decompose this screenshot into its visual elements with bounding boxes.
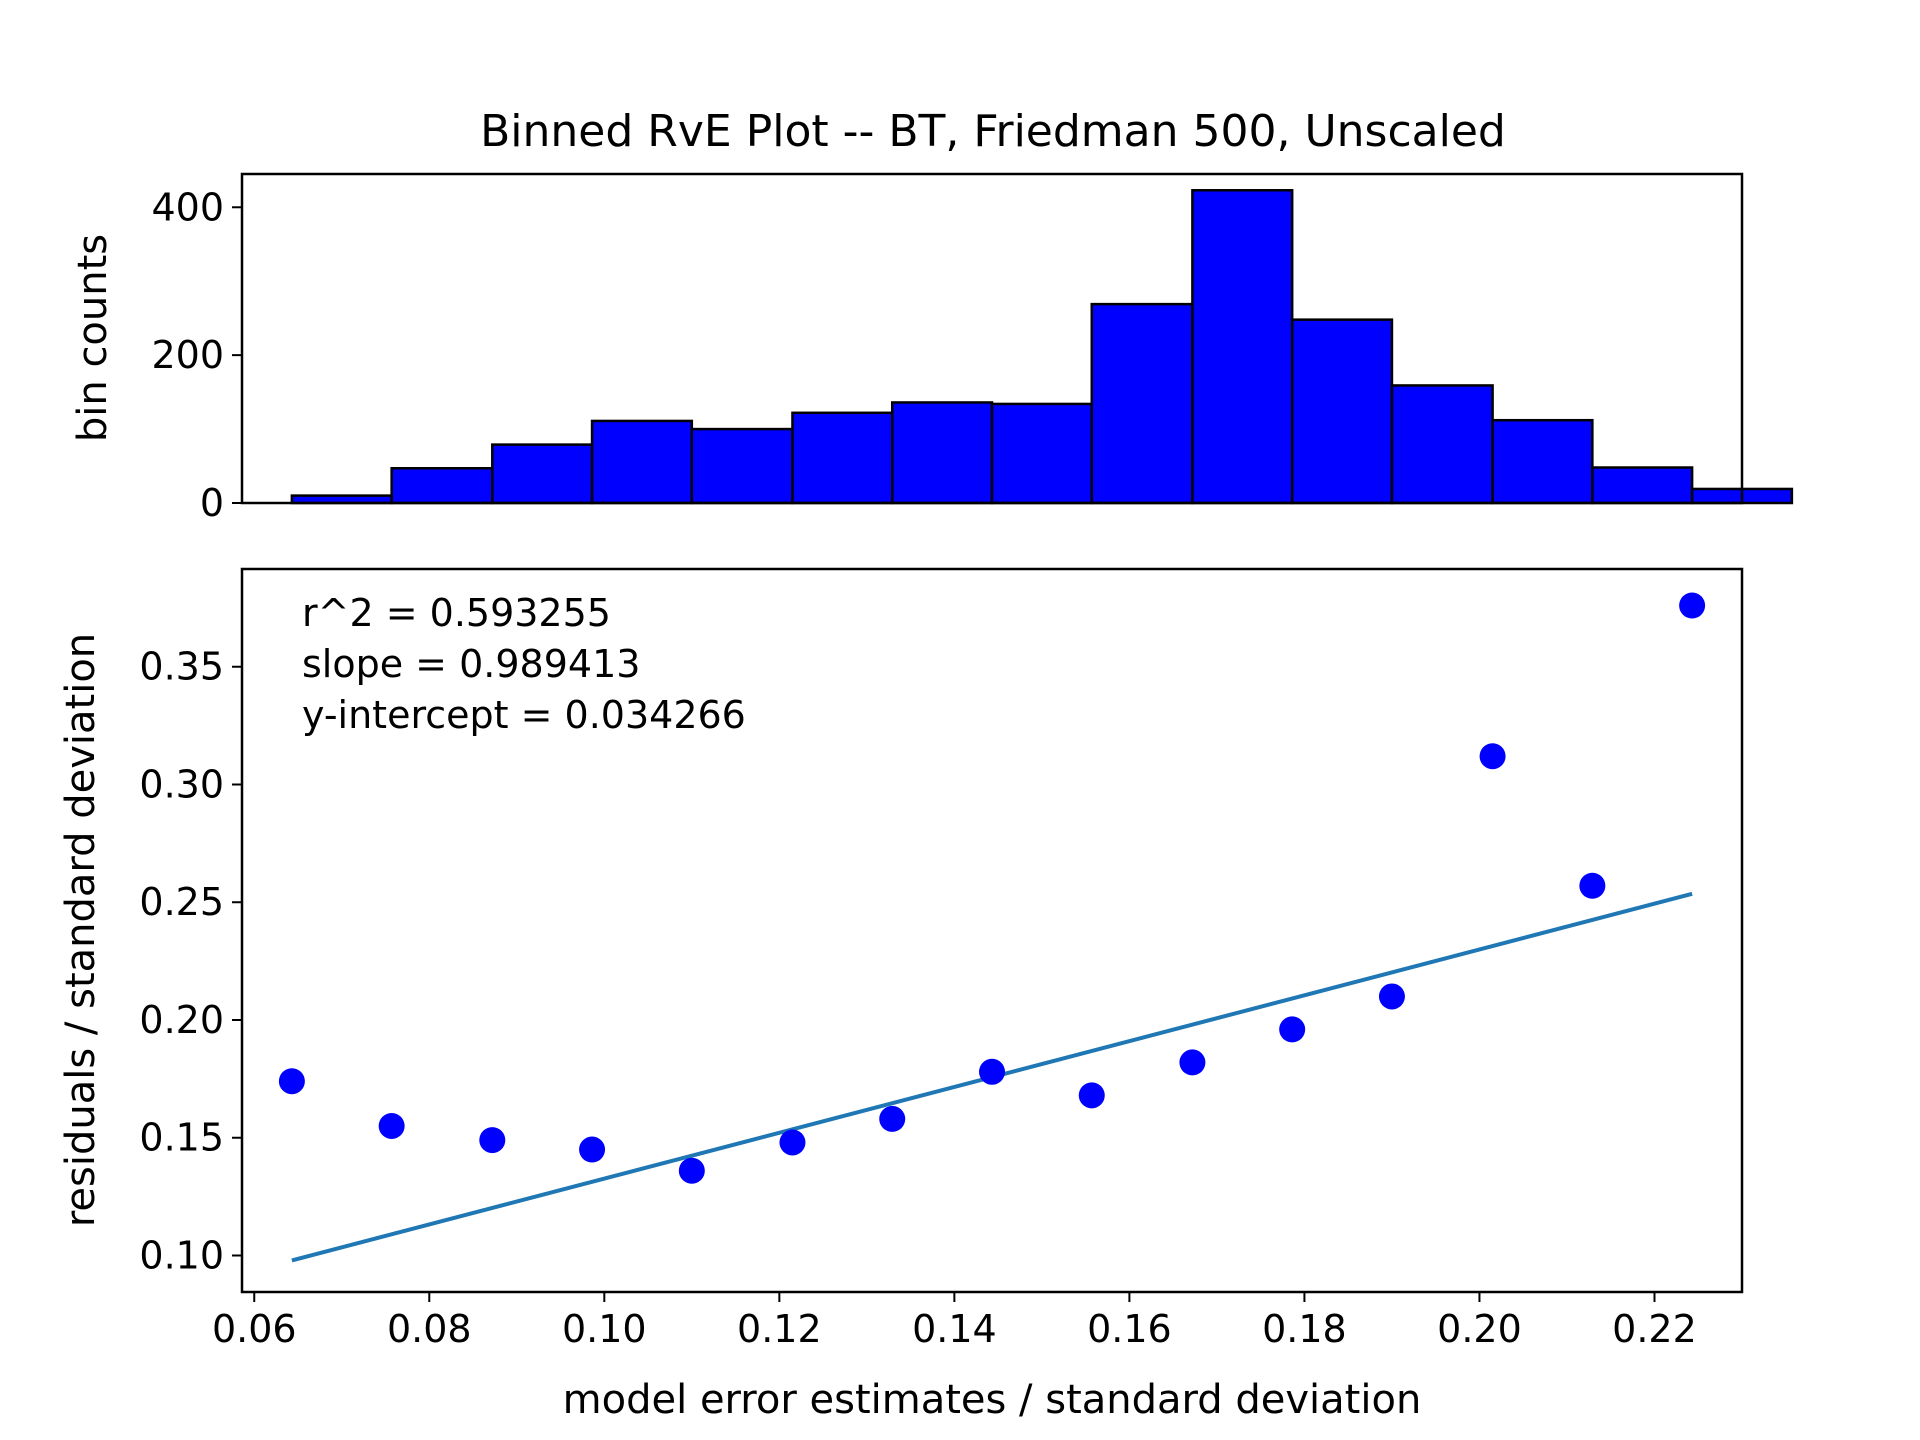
rve-point xyxy=(979,1058,1005,1085)
histogram-bar xyxy=(390,467,494,505)
histogram-bar xyxy=(1191,189,1294,505)
rve-x-tick-label: 0.14 xyxy=(912,1307,997,1351)
histogram-panel: 0 200 400 bin counts xyxy=(70,172,1794,525)
rve-y-tick-label: 0.10 xyxy=(139,1233,224,1277)
rve-y-tick-label: 0.25 xyxy=(139,880,224,924)
histogram-y-tick-label: 400 xyxy=(151,185,224,229)
rve-x-tick-label: 0.08 xyxy=(387,1307,472,1351)
rve-x-tick-label: 0.22 xyxy=(1612,1307,1697,1351)
rve-point xyxy=(1378,983,1405,1010)
rve-point xyxy=(1679,592,1706,619)
annotation-y-intercept: y-intercept = 0.034266 xyxy=(302,693,746,737)
histogram-bar xyxy=(1591,466,1694,505)
histogram-bar xyxy=(1090,302,1194,505)
histogram-bar xyxy=(890,401,994,505)
rve-point xyxy=(579,1136,606,1163)
histogram-y-tick-label: 200 xyxy=(151,333,224,377)
annotation-slope: slope = 0.989413 xyxy=(302,642,640,686)
annotation-r-squared: r^2 = 0.593255 xyxy=(302,591,611,635)
histogram-y-ticks: 0 200 400 xyxy=(151,185,242,525)
rve-y-tick-label: 0.15 xyxy=(139,1116,224,1160)
rve-x-tick-label: 0.18 xyxy=(1262,1307,1347,1351)
histogram-bar xyxy=(491,443,594,505)
rve-x-tick-label: 0.06 xyxy=(212,1307,297,1351)
rve-point xyxy=(378,1112,405,1139)
histogram-bar xyxy=(1491,418,1594,505)
rve-point xyxy=(1179,1049,1206,1076)
histogram-bar xyxy=(690,427,794,505)
rve-point xyxy=(678,1157,705,1184)
histogram-axes-frame xyxy=(240,172,1744,505)
histogram-y-axis-label: bin counts xyxy=(70,234,116,442)
rve-x-tick-label: 0.20 xyxy=(1437,1307,1522,1351)
rve-point xyxy=(1078,1082,1105,1109)
rve-point xyxy=(278,1068,305,1095)
rve-axes-frame xyxy=(240,567,1744,1294)
histogram-bar xyxy=(590,419,694,505)
rve-y-axis-label: residuals / standard deviation xyxy=(58,633,104,1227)
rve-point xyxy=(779,1129,806,1156)
figure-title: Binned RvE Plot -- BT, Friedman 500, Uns… xyxy=(480,106,1506,157)
rve-point xyxy=(479,1127,506,1154)
histogram-y-tick-label: 0 xyxy=(200,481,224,525)
rve-point xyxy=(1579,872,1606,899)
histogram-bar xyxy=(791,411,894,505)
rve-panel: 0.06 0.08 0.10 0.12 0.14 0.16 0.18 0.20 0.22 0.1… xyxy=(58,567,1744,1423)
histogram-bar xyxy=(1290,318,1394,505)
rve-x-axis-label: model error estimates / standard deviati… xyxy=(563,1377,1422,1423)
histogram-bars xyxy=(290,189,1794,505)
rve-y-tick-label: 0.35 xyxy=(139,645,224,689)
rve-point xyxy=(879,1105,906,1132)
rve-y-tick-label: 0.20 xyxy=(139,998,224,1042)
rve-y-tick-label: 0.30 xyxy=(139,762,224,806)
histogram-bar xyxy=(990,402,1094,505)
rve-x-tick-label: 0.10 xyxy=(562,1307,647,1351)
rve-x-tick-label: 0.16 xyxy=(1087,1307,1172,1351)
rve-points xyxy=(278,592,1706,1184)
rve-x-tick-label: 0.12 xyxy=(737,1307,822,1351)
rve-y-ticks: 0.10 0.15 0.20 0.25 0.30 0.35 xyxy=(139,645,242,1277)
histogram-bar xyxy=(1390,384,1494,505)
rve-point xyxy=(1279,1016,1306,1043)
rve-x-ticks: 0.06 0.08 0.10 0.12 0.14 0.16 0.18 0.20 0.22 xyxy=(212,1292,1697,1351)
rve-point xyxy=(1479,743,1506,770)
